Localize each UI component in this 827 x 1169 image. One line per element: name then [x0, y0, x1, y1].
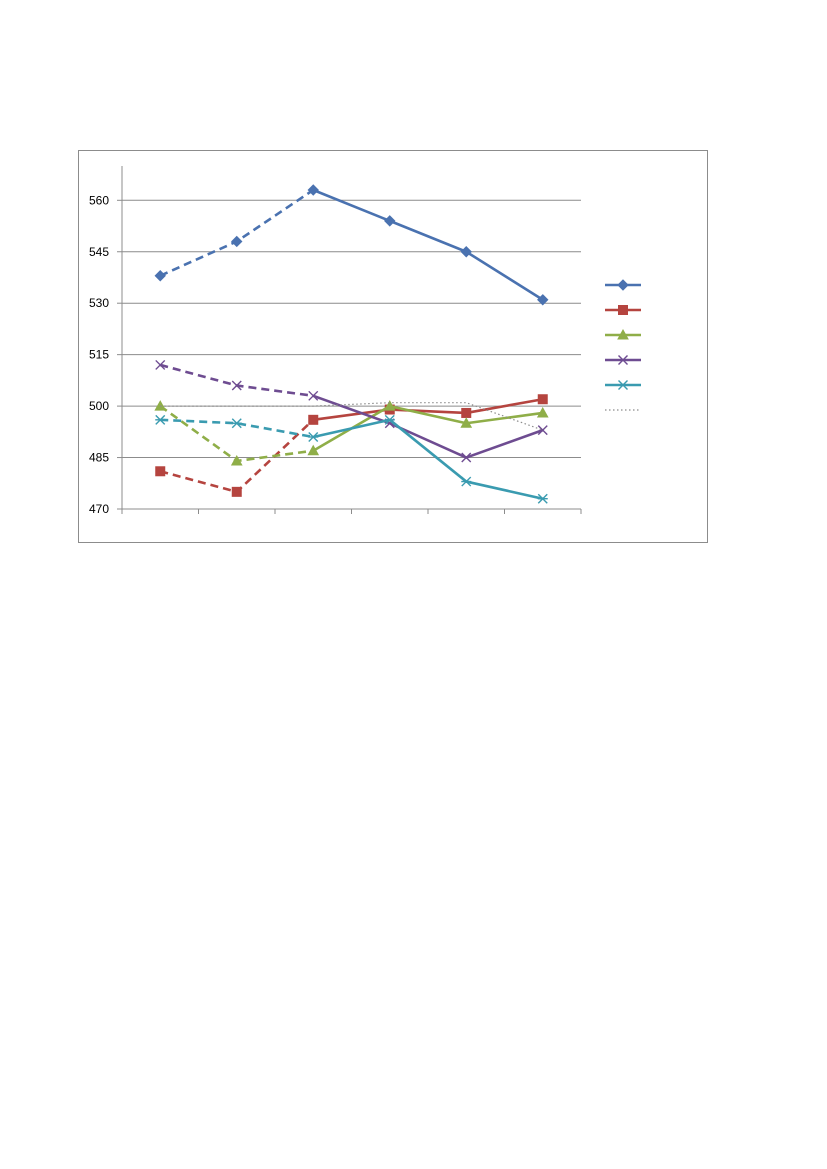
- data-point: [536, 406, 549, 418]
- marker-stroke: [618, 355, 628, 365]
- legend-entry: [605, 355, 641, 365]
- data-point: [461, 452, 472, 463]
- series-5: [155, 414, 548, 504]
- data-point: [230, 454, 243, 466]
- data-point: [231, 380, 242, 391]
- line-chart: 470 485 500 515 530 545 560: [89, 166, 641, 516]
- data-point: [155, 359, 166, 370]
- data-point: [308, 414, 319, 425]
- series-line-dashed: [159, 363, 314, 398]
- series-line-solid: [313, 397, 543, 422]
- data-point: [155, 414, 166, 425]
- legend-entry: [605, 328, 641, 340]
- legend-entry: [605, 305, 641, 315]
- series-line-solid: [312, 188, 544, 301]
- y-tick-label: 530: [89, 296, 109, 310]
- series-line: [160, 402, 543, 431]
- chart-frame: 470 485 500 515 530 545 560: [78, 150, 708, 543]
- legend-marker: [618, 355, 628, 365]
- marker-stroke: [231, 380, 242, 391]
- y-tick-label: 515: [89, 348, 109, 362]
- axes: 470 485 500 515 530 545 560: [89, 166, 582, 516]
- legend-entry: [605, 279, 641, 291]
- marker-stroke: [537, 425, 548, 436]
- data-point: [537, 425, 548, 436]
- y-tick-label: 500: [89, 399, 109, 413]
- marker-stroke: [308, 390, 319, 401]
- series-line-solid: [312, 394, 544, 459]
- gridlines: [122, 199, 581, 459]
- y-tick-label: 485: [89, 451, 109, 465]
- data-point: [231, 418, 242, 429]
- series-4: [155, 359, 548, 463]
- data-point: [383, 400, 396, 411]
- data-point: [461, 407, 472, 418]
- data-point: [384, 215, 396, 227]
- marker-stroke: [461, 452, 472, 463]
- data-point: [537, 493, 548, 504]
- series-line-solid: [312, 418, 544, 500]
- data-point: [384, 414, 395, 425]
- data-point: [154, 270, 166, 282]
- legend-entry: [605, 380, 641, 390]
- legend-marker: [617, 328, 629, 340]
- data-point: [307, 184, 319, 196]
- data-point: [231, 235, 243, 248]
- data-point: [307, 444, 320, 456]
- legend: [605, 279, 641, 411]
- data-point: [231, 486, 242, 497]
- y-tick-label: 470: [89, 502, 109, 516]
- data-point: [460, 417, 473, 428]
- y-tick-label: 560: [89, 193, 109, 207]
- legend-marker: [617, 279, 629, 291]
- data-point: [461, 476, 472, 487]
- y-tick-label: 545: [89, 245, 109, 259]
- data-point: [308, 390, 319, 401]
- data-point: [308, 431, 319, 442]
- data-point: [460, 246, 472, 258]
- series-lines: [154, 184, 549, 504]
- series-6: [160, 402, 543, 431]
- series-1: [154, 184, 549, 306]
- data-point: [155, 466, 166, 477]
- legend-marker: [618, 380, 628, 390]
- legend-marker: [618, 305, 628, 315]
- series-line-dashed: [159, 188, 314, 277]
- marker-stroke: [155, 359, 166, 370]
- data-point: [537, 394, 548, 405]
- data-point: [537, 294, 549, 306]
